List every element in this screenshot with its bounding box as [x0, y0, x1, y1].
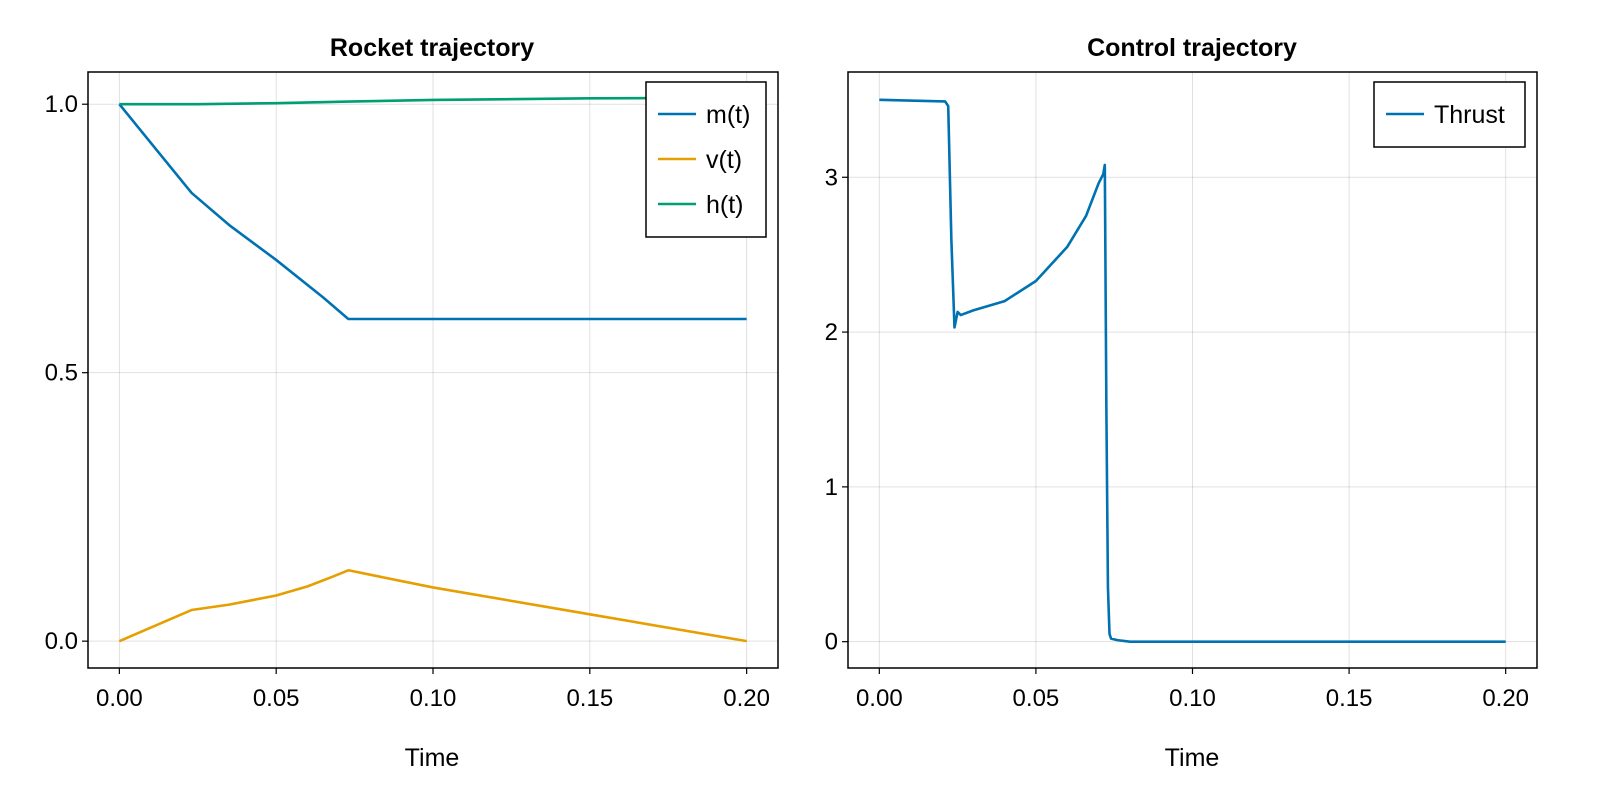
y-tick-label: 1.0	[45, 91, 78, 118]
x-axis-label: Time	[405, 744, 460, 772]
chart-title: Control trajectory	[1087, 34, 1297, 62]
legend-label: v(t)	[706, 146, 742, 174]
legend-label: h(t)	[706, 191, 744, 219]
x-tick-label: 0.15	[566, 685, 613, 712]
x-tick-label: 0.05	[253, 685, 300, 712]
x-axis-label: Time	[1165, 744, 1220, 772]
y-tick-label: 0.5	[45, 360, 78, 387]
x-tick-label: 0.10	[1169, 685, 1216, 712]
legend-label: m(t)	[706, 101, 750, 129]
legend: Thrust	[1373, 81, 1526, 148]
series-line-1	[118, 568, 747, 643]
y-tick-label: 1	[825, 474, 838, 501]
x-tick-label: 0.20	[1482, 685, 1529, 712]
x-tick-label: 0.00	[856, 685, 903, 712]
legend: m(t) v(t) h(t)	[645, 81, 767, 238]
legend-label: Thrust	[1434, 101, 1505, 129]
plot-area	[848, 72, 1537, 668]
x-tick-label: 0.15	[1326, 685, 1373, 712]
rocket-trajectory-panel: Rocket trajectory Time 0.00 0.05 0.10 0.15 0…	[45, 34, 779, 772]
series-line-0	[118, 103, 747, 321]
y-tick-label: 3	[825, 164, 838, 191]
x-tick-label: 0.10	[410, 685, 457, 712]
x-tick-label: 0.20	[723, 685, 770, 712]
x-tick-label: 0.05	[1013, 685, 1060, 712]
x-tick-label: 0.00	[96, 685, 143, 712]
y-tick-label: 0.0	[45, 628, 78, 655]
y-tick-label: 2	[825, 319, 838, 346]
y-tick-label: 0	[825, 629, 838, 656]
series-line-2	[119, 96, 747, 106]
chart-title: Rocket trajectory	[330, 34, 534, 62]
series-line-0	[879, 98, 1506, 643]
control-trajectory-panel: Control trajectory Time 0.00 0.05 0.10 0.15…	[825, 34, 1538, 772]
